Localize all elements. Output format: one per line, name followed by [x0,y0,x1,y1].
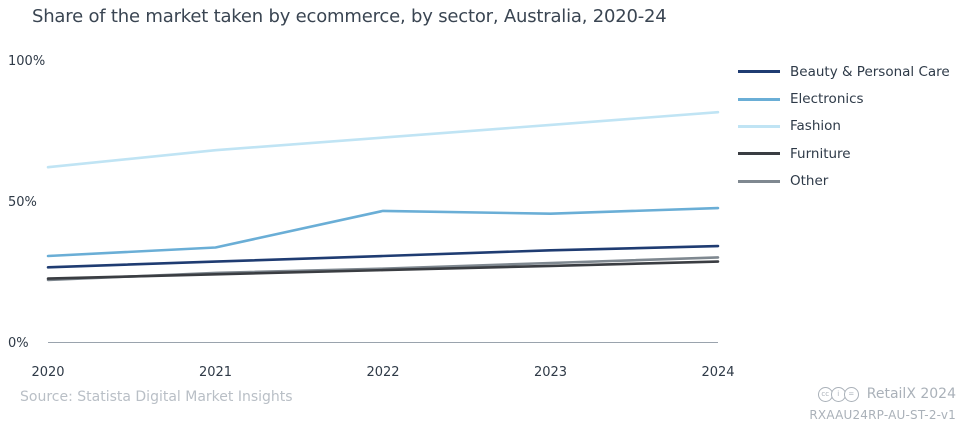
legend-label: Furniture [790,146,851,162]
report-code: RXAAU24RP-AU-ST-2-v1 [809,408,956,422]
x-tick-label: 2022 [366,365,399,380]
brand: cc i = RetailX 2024 [820,386,956,402]
legend-item: Fashion [738,113,950,140]
legend: Beauty & Personal Care Electronics Fashion… [738,58,950,195]
source-note: Source: Statista Digital Market Insights [20,389,293,405]
legend-item: Beauty & Personal Care [738,58,950,85]
y-tick-label: 50% [8,195,37,210]
x-tick-label: 2021 [199,365,232,380]
legend-swatch [738,125,780,128]
legend-swatch [738,180,780,183]
legend-label: Beauty & Personal Care [790,64,950,80]
legend-item: Furniture [738,140,950,167]
series-line-fashion [48,112,718,167]
legend-item: Other [738,168,950,195]
y-axis: 0% 50% 100% [8,54,45,351]
x-tick-label: 2023 [534,365,567,380]
y-tick-label: 0% [8,336,29,351]
legend-swatch [738,98,780,101]
legend-label: Electronics [790,91,864,107]
brand-label: RetailX 2024 [867,386,956,402]
x-tick-label: 2024 [701,365,734,380]
legend-swatch [738,70,780,73]
legend-label: Fashion [790,118,841,134]
series-layer [48,112,718,280]
legend-label: Other [790,173,828,189]
legend-swatch [738,152,780,155]
license-icon: cc i = [820,387,859,402]
y-tick-label: 100% [8,54,45,69]
x-axis: 2020 2021 2022 2023 2024 [31,343,734,381]
x-tick-label: 2020 [31,365,64,380]
legend-item: Electronics [738,85,950,112]
